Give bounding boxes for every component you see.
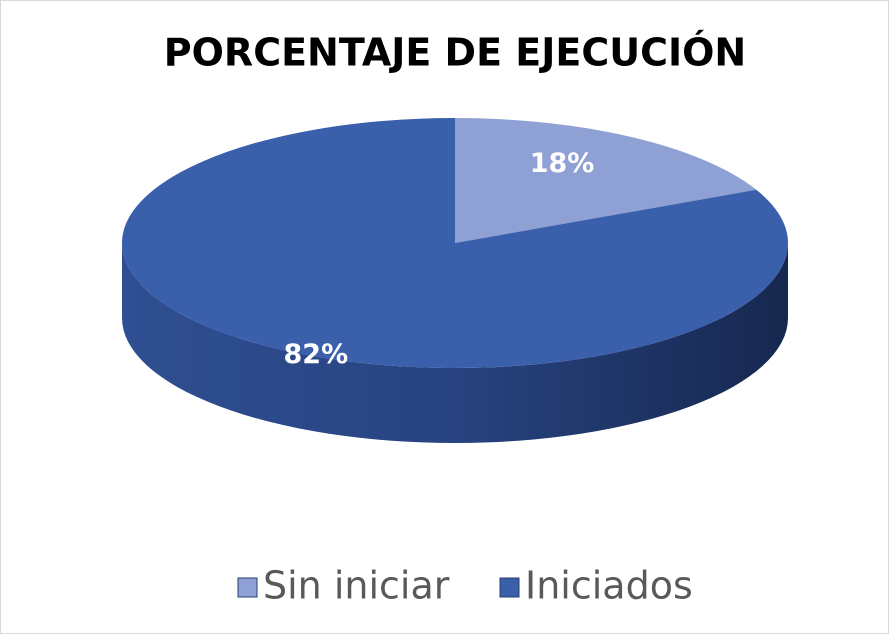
data-label: 82%: [284, 339, 349, 370]
legend-swatch: [237, 577, 258, 598]
pie-slice: [455, 118, 757, 243]
legend-label: Iniciados: [525, 564, 693, 608]
pie-side: [122, 243, 788, 443]
legend-label: Sin iniciar: [263, 564, 450, 608]
pie-slice: [122, 118, 788, 368]
legend-swatch: [499, 577, 520, 598]
data-label: 18%: [530, 148, 595, 179]
chart-title: PORCENTAJE DE EJECUCIÓN: [164, 31, 746, 75]
